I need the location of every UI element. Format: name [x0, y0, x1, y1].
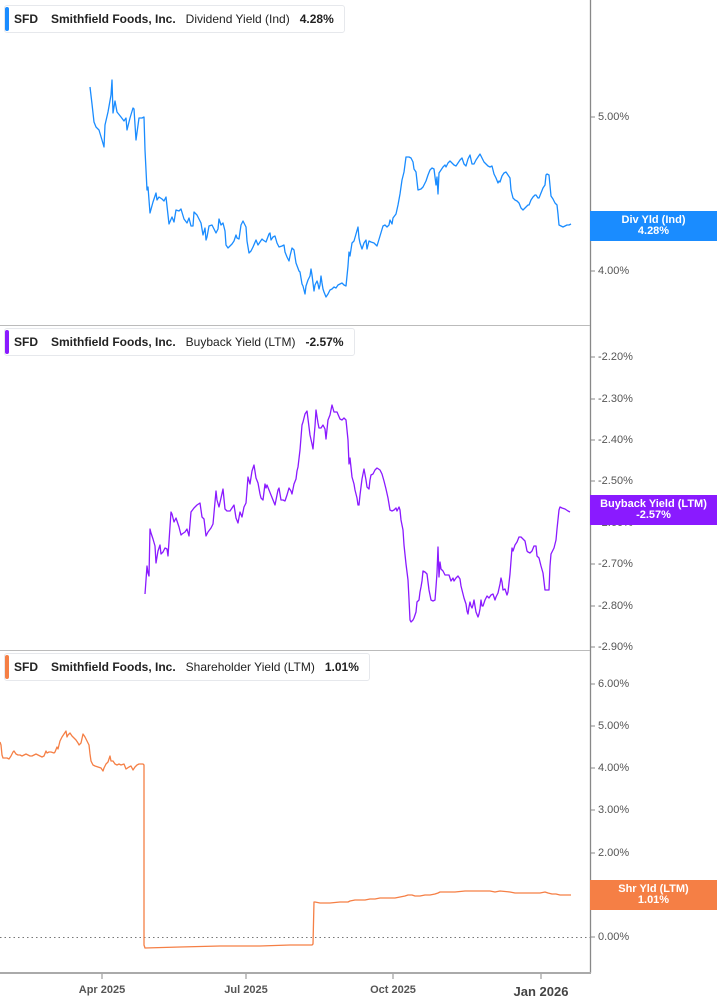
legend-shareholder-yield: SFD Smithfield Foods, Inc. Shareholder Y… [4, 653, 370, 681]
y-tick-label: 0.00% [598, 931, 630, 943]
ticker: SFD [14, 12, 38, 26]
y-tick-label: 3.00% [598, 804, 630, 816]
metric-value: -2.57% [305, 335, 344, 349]
y-tick-label: -2.20% [598, 351, 633, 363]
series-color-swatch [5, 655, 9, 679]
ticker: SFD [14, 660, 38, 674]
ticker: SFD [14, 335, 38, 349]
y-tick-label: 4.00% [598, 762, 630, 774]
flag-label: Buyback Yield (LTM) [600, 498, 707, 510]
y-tick-label: -2.70% [598, 558, 633, 570]
x-axis-ticks [101, 974, 542, 979]
y-tick-label: -2.50% [598, 475, 633, 487]
y-axis-ticks [591, 116, 595, 938]
x-tick-label: Apr 2025 [78, 984, 126, 996]
series-color-swatch [5, 330, 9, 354]
shareholder-yield-line [0, 730, 571, 949]
x-tick-label: Oct 2025 [370, 984, 416, 996]
flag-label: Shr Yld (LTM) [618, 883, 689, 895]
company-name: Smithfield Foods, Inc. [51, 12, 176, 26]
y-tick-label: -2.40% [598, 434, 633, 446]
y-tick-label: -2.30% [598, 393, 633, 405]
metric-name: Shareholder Yield (LTM) [185, 660, 315, 674]
metric-name: Buyback Yield (LTM) [185, 335, 296, 349]
company-name: Smithfield Foods, Inc. [51, 660, 176, 674]
legend-dividend-yield: SFD Smithfield Foods, Inc. Dividend Yiel… [4, 5, 345, 33]
series-color-swatch [5, 7, 9, 31]
y-tick-label: 4.00% [598, 265, 630, 277]
y-tick-label: 5.00% [598, 111, 630, 123]
y-tick-label: 5.00% [598, 720, 630, 732]
last-value-flag-dividend: Div Yld (Ind) 4.28% [590, 211, 717, 241]
legend-buyback-yield: SFD Smithfield Foods, Inc. Buyback Yield… [4, 328, 355, 356]
buyback-yield-line [144, 404, 571, 623]
metric-name: Dividend Yield (Ind) [185, 12, 290, 26]
y-tick-label: 6.00% [598, 678, 630, 690]
flag-label: Div Yld (Ind) [621, 214, 686, 226]
y-tick-label: 2.00% [598, 847, 630, 859]
y-tick-label: -2.80% [598, 600, 633, 612]
x-tick-label: Jan 2026 [513, 984, 569, 999]
flag-value: 1.01% [637, 894, 670, 906]
last-value-flag-shareholder: Shr Yld (LTM) 1.01% [590, 880, 717, 910]
company-name: Smithfield Foods, Inc. [51, 335, 176, 349]
last-value-flag-buyback: Buyback Yield (LTM) -2.57% [590, 495, 717, 525]
x-tick-label: Jul 2025 [224, 984, 268, 996]
flag-value: 4.28% [637, 225, 670, 237]
dividend-yield-line [89, 79, 572, 298]
metric-value: 4.28% [299, 12, 334, 26]
metric-value: 1.01% [324, 660, 359, 674]
y-tick-label: -2.90% [598, 641, 633, 653]
flag-value: -2.57% [636, 509, 671, 521]
